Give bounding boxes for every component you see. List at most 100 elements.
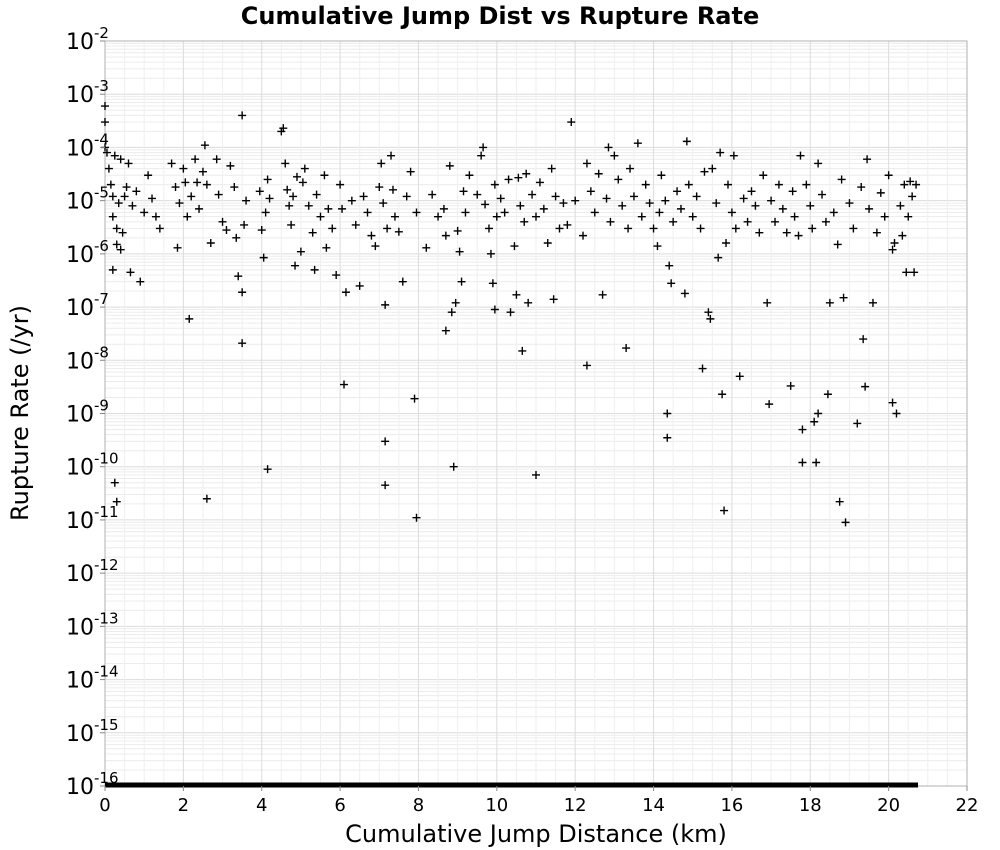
data-point bbox=[340, 380, 349, 389]
data-point bbox=[900, 180, 909, 189]
data-point bbox=[688, 212, 697, 221]
x-axis-ticks: 0 2 4 6 8 10 12 14 16 18 20 22 bbox=[99, 786, 978, 816]
y-tick-label: 10-7 bbox=[66, 290, 109, 321]
x-tick-label: 22 bbox=[956, 795, 979, 816]
data-point bbox=[104, 164, 113, 173]
data-point bbox=[755, 228, 764, 237]
data-point bbox=[108, 212, 117, 221]
x-tick-label: 16 bbox=[720, 795, 743, 816]
data-point bbox=[359, 192, 368, 201]
data-point bbox=[488, 279, 497, 288]
data-point bbox=[118, 228, 127, 237]
data-point bbox=[375, 183, 384, 192]
data-point bbox=[598, 290, 607, 299]
data-point bbox=[532, 470, 540, 479]
data-point bbox=[649, 224, 658, 233]
data-point bbox=[341, 288, 350, 297]
data-point bbox=[522, 169, 531, 178]
data-point bbox=[263, 465, 272, 474]
x-tick-label: 8 bbox=[413, 795, 424, 816]
data-point bbox=[743, 217, 752, 226]
data-point bbox=[823, 390, 832, 399]
data-point bbox=[806, 201, 815, 210]
data-point bbox=[786, 381, 795, 390]
data-point bbox=[383, 224, 392, 233]
data-point bbox=[328, 224, 337, 233]
data-point bbox=[563, 220, 572, 229]
data-point bbox=[835, 497, 844, 506]
data-point bbox=[287, 220, 296, 229]
data-point bbox=[700, 167, 709, 176]
data-point bbox=[175, 199, 184, 208]
data-point bbox=[579, 231, 588, 240]
data-point bbox=[680, 289, 689, 298]
data-point bbox=[398, 277, 407, 286]
data-point bbox=[567, 118, 576, 127]
data-point bbox=[714, 253, 723, 262]
data-point bbox=[712, 199, 721, 208]
data-point bbox=[171, 183, 180, 192]
data-point bbox=[173, 243, 182, 252]
data-point bbox=[518, 346, 527, 355]
data-point bbox=[310, 265, 319, 274]
data-point bbox=[684, 180, 693, 189]
data-point bbox=[212, 155, 221, 164]
data-point bbox=[486, 249, 495, 258]
data-point bbox=[455, 247, 464, 256]
data-point bbox=[289, 192, 298, 201]
data-point bbox=[261, 208, 270, 217]
data-point bbox=[888, 245, 897, 254]
data-point bbox=[821, 217, 830, 226]
data-point bbox=[890, 238, 899, 247]
data-point bbox=[338, 204, 347, 213]
data-point bbox=[622, 344, 631, 353]
data-point bbox=[896, 201, 905, 210]
y-tick-label: 10-3 bbox=[66, 77, 109, 108]
data-point bbox=[136, 277, 145, 286]
data-point bbox=[594, 169, 603, 178]
data-point bbox=[663, 433, 672, 442]
data-point bbox=[263, 175, 272, 184]
data-point bbox=[459, 187, 468, 196]
y-axis-label: Rupture Rate (/yr) bbox=[6, 305, 34, 521]
data-point bbox=[904, 212, 913, 221]
data-point bbox=[324, 204, 333, 213]
y-tick-label: 10-9 bbox=[66, 397, 109, 428]
y-tick-label: 10-13 bbox=[66, 609, 119, 640]
data-point bbox=[512, 290, 521, 299]
data-point bbox=[308, 228, 317, 237]
data-point bbox=[902, 268, 911, 277]
data-point bbox=[810, 417, 819, 426]
data-point bbox=[747, 187, 756, 196]
data-point bbox=[126, 268, 135, 277]
y-tick-label: 10-16 bbox=[66, 769, 119, 800]
data-point bbox=[112, 497, 121, 506]
data-point bbox=[559, 199, 568, 208]
data-point bbox=[155, 224, 164, 233]
data-point bbox=[528, 190, 537, 199]
data-point bbox=[539, 204, 548, 213]
data-point bbox=[112, 240, 121, 249]
data-point bbox=[449, 462, 458, 471]
data-point bbox=[148, 194, 157, 203]
data-point bbox=[500, 208, 509, 217]
data-point bbox=[727, 208, 736, 217]
data-point bbox=[808, 224, 817, 233]
x-axis-label: Cumulative Jump Distance (km) bbox=[345, 820, 727, 848]
data-point bbox=[504, 175, 513, 184]
data-point bbox=[704, 308, 713, 317]
data-point bbox=[428, 190, 437, 199]
data-point bbox=[222, 226, 231, 235]
data-point bbox=[441, 326, 450, 335]
data-point bbox=[193, 178, 202, 187]
data-point bbox=[242, 196, 251, 205]
data-point bbox=[381, 437, 390, 446]
data-point bbox=[633, 139, 642, 148]
data-point bbox=[763, 298, 772, 307]
data-point bbox=[868, 298, 877, 307]
data-point bbox=[238, 288, 247, 297]
data-point bbox=[516, 201, 525, 210]
data-point bbox=[379, 199, 388, 208]
data-point bbox=[422, 243, 431, 252]
data-point bbox=[667, 279, 676, 288]
